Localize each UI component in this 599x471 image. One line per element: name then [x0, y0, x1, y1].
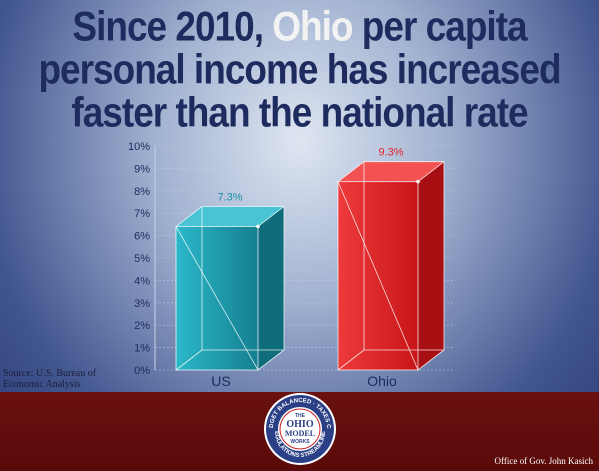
title-text-per-capita: per capita: [352, 3, 528, 50]
bar-top-ohio: [338, 161, 444, 182]
value-marker-ohio: [416, 179, 420, 184]
bar-side-ohio: [418, 161, 444, 370]
office-credit: Office of Gov. John Kasich: [494, 456, 593, 466]
y-tick-label: 8%: [134, 186, 150, 198]
data-label-ohio: 9.3%: [378, 147, 403, 159]
seal-word-works: WORKS: [290, 439, 310, 445]
bar-edge-outline-ohio: [337, 161, 445, 371]
source-note: Source: U.S. Bureau of Economic Analysis: [3, 368, 96, 390]
y-tick-label: 5%: [134, 253, 150, 265]
bar-edge-bottom-diag-us: [175, 349, 203, 371]
seal-word-the: THE: [295, 413, 306, 419]
y-tick-label: 0%: [134, 365, 150, 377]
bar-edge-front-ohio: [337, 181, 419, 371]
y-tick-label: 1%: [134, 343, 150, 355]
title-line-3: faster than the national rate: [71, 89, 528, 136]
bar-side-us: [258, 206, 284, 370]
y-tick-label: 3%: [134, 298, 150, 310]
source-line-2: Economic Analysis: [3, 379, 81, 390]
category-label-ohio: Ohio: [367, 373, 397, 389]
y-tick-label: 4%: [134, 275, 150, 287]
title-text-ohio: Ohio: [272, 3, 353, 50]
seal-word-ohio: OHIO: [286, 419, 313, 430]
y-tick-label: 10%: [128, 141, 150, 153]
ohio-model-seal-logo: BUDGET BALANCED · TAXES CUT REGULATIONS …: [263, 392, 336, 465]
title-line-2: personal income has increased: [38, 46, 561, 93]
bar-edge-top-diag-us: [257, 206, 285, 227]
value-marker-us: [256, 224, 260, 229]
y-tick-label: 6%: [134, 231, 150, 243]
bar-edge-front-us: [175, 226, 259, 371]
title-text-since: Since 2010,: [72, 3, 273, 50]
title-line-1: Since 2010, Ohio per capita: [0, 6, 599, 47]
bar-edge-top-diag-ohio: [417, 161, 445, 182]
seal-word-model: MODEL: [285, 429, 315, 438]
y-tick-label: 9%: [134, 163, 150, 175]
bar-edge-bottom-diag-ohio: [337, 349, 365, 371]
bar-edge-outline-us: [175, 206, 285, 371]
y-tick-label: 2%: [134, 320, 150, 332]
y-tick-label: 7%: [134, 208, 150, 220]
data-label-us: 7.3%: [217, 191, 242, 203]
category-label-us: US: [211, 373, 230, 389]
source-line-1: Source: U.S. Bureau of: [3, 368, 97, 379]
bar-top-us: [176, 206, 284, 227]
